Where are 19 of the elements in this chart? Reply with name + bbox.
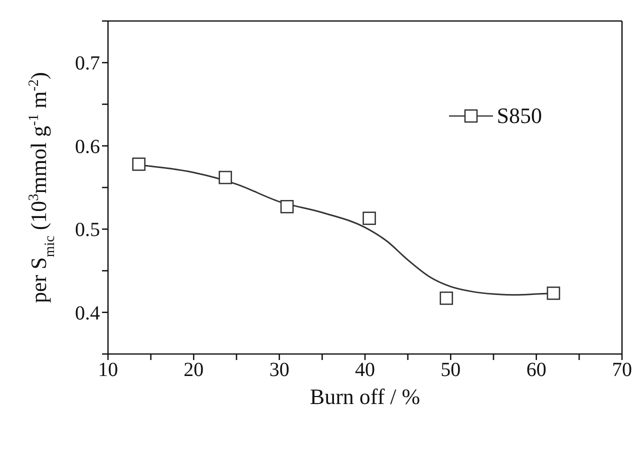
x-tick-label: 40 (355, 359, 375, 382)
point (218, 170, 232, 184)
y-tick-label: 0.4 (75, 302, 100, 324)
point (280, 200, 294, 214)
legend-label: S850 (496, 103, 542, 129)
x-tick-label: 50 (440, 359, 461, 382)
y-tick-label: 0.7 (75, 52, 100, 75)
x-tick-label: 10 (98, 359, 118, 382)
point (440, 292, 454, 305)
x-tick-label: 30 (269, 359, 290, 382)
point (546, 286, 560, 300)
x-tick-label: 70 (612, 359, 632, 382)
x-tick-label: 60 (526, 359, 546, 382)
x-axis-title: Burn off / % (310, 384, 420, 409)
x-tick-label: 20 (184, 359, 204, 382)
y-tick-label: 0.6 (75, 136, 100, 158)
point (362, 212, 376, 225)
point (132, 158, 146, 171)
y-tick-label: 0.5 (75, 219, 100, 242)
